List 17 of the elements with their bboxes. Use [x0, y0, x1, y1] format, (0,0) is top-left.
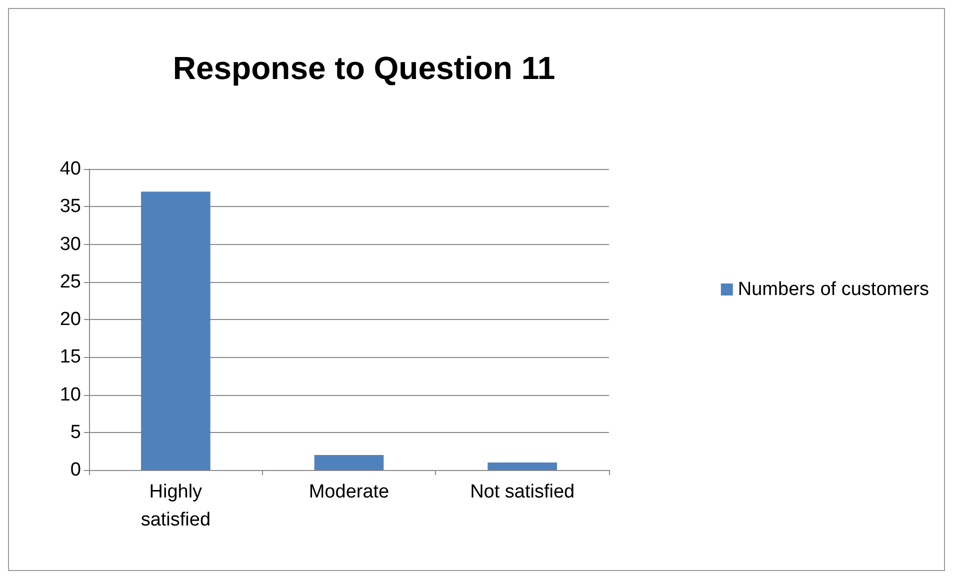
y-tick-label: 40: [60, 158, 81, 180]
bar: [314, 454, 384, 470]
y-tick-label: 10: [60, 384, 81, 406]
legend-label: Numbers of customers: [738, 279, 930, 300]
x-tick-label: Moderate: [308, 482, 390, 502]
x-tick-label: Not satisfied: [470, 482, 575, 502]
y-tick-label: 5: [70, 422, 81, 443]
y-tick-label: 20: [60, 309, 81, 330]
bar: [141, 192, 210, 470]
chart-title: Response to Question 11: [172, 50, 556, 86]
y-tick-label: 0: [70, 460, 81, 480]
bar: [488, 462, 557, 470]
y-tick-label: 15: [60, 346, 81, 368]
y-tick-label: 35: [60, 196, 81, 218]
y-tick-label: 25: [60, 271, 81, 292]
y-tick-label: 30: [60, 234, 81, 255]
x-tick-label: Highly satisfied: [140, 482, 211, 530]
